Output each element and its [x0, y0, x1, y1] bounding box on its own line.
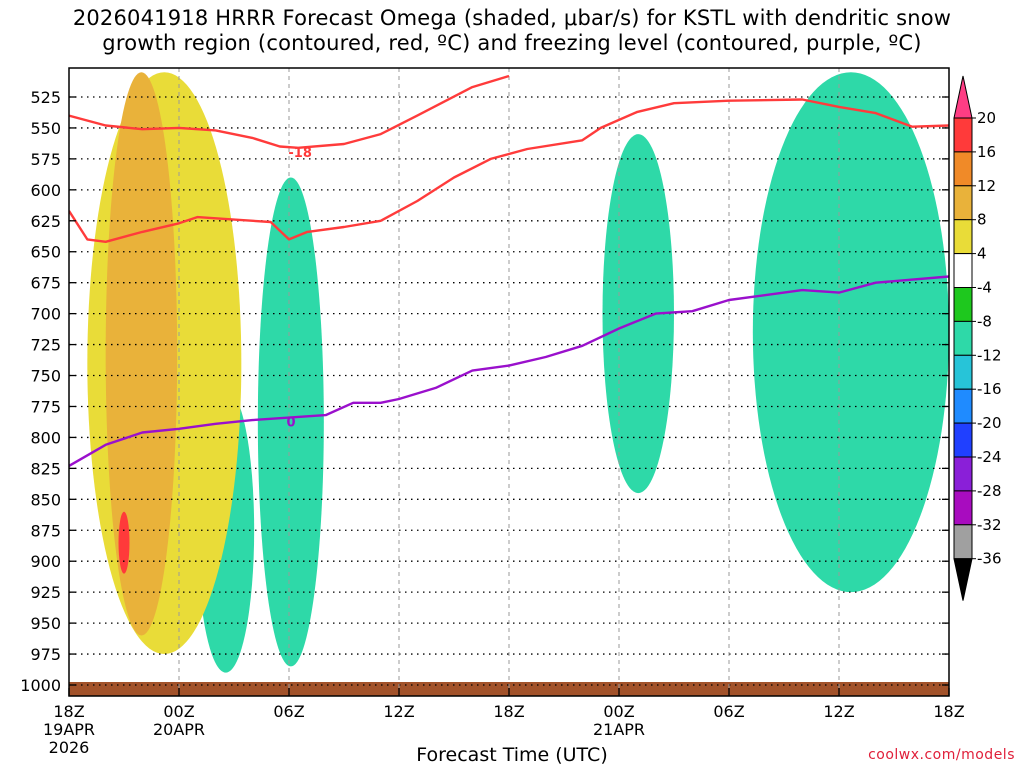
y-tick-label: 700 [30, 305, 61, 324]
y-tick-label: 575 [30, 150, 61, 169]
y-tick-label: 950 [30, 614, 61, 633]
grid-lines [69, 68, 949, 696]
colorbar-label: -32 [977, 516, 1002, 534]
colorbar-segment-4 [953, 253, 973, 289]
colorbar-top-arrow [953, 75, 973, 119]
colorbar-segment-5 [953, 287, 973, 322]
omega-region-ascent-06Z [257, 177, 324, 667]
colorbar-label: -24 [977, 448, 1002, 466]
omega-region-ascent-12Z-18Z [752, 72, 949, 593]
omega-region-ascent-21APR [602, 134, 674, 494]
contour-line-0 [69, 74, 510, 149]
colorbar-segment-6 [953, 320, 973, 356]
y-tick-label: 675 [30, 274, 61, 293]
x-tick-date: 21APR [593, 720, 645, 739]
y-tick-label: 600 [30, 181, 61, 200]
colorbar-segment-10 [953, 456, 973, 492]
colorbar-label: -20 [977, 414, 1002, 432]
x-tick-label: 12Z [383, 702, 414, 721]
colorbar-label: 4 [977, 245, 987, 263]
x-tick-label: 06Z [273, 702, 304, 721]
site-credit[interactable]: coolwx.com/models [868, 747, 1015, 763]
colorbar-segment-2 [953, 185, 973, 221]
colorbar-label: -16 [977, 380, 1002, 398]
contour-label-0: -18 [288, 146, 312, 161]
colorbar: 20 16 12 8 4 -4 -8 -12 -16 -20 -24 -28 -32 -36 [953, 75, 1002, 601]
colorbar-segment-8 [953, 388, 973, 424]
colorbar-label: 20 [977, 109, 996, 127]
x-tick-date: 20APR [153, 720, 205, 739]
x-tick-label: 00Z [603, 702, 634, 721]
colorbar-segment-7 [953, 354, 973, 390]
colorbar-segment-9 [953, 422, 973, 458]
colorbar-label: -28 [977, 482, 1002, 500]
y-tick-label: 775 [30, 397, 61, 416]
x-tick-label: 06Z [713, 702, 744, 721]
omega-shading [87, 72, 949, 673]
colorbar-segment-1 [953, 151, 973, 187]
x-axis-label: Forecast Time (UTC) [416, 744, 608, 766]
y-tick-label: 875 [30, 521, 61, 540]
colorbar-segment-11 [953, 490, 973, 526]
y-tick-label: 750 [30, 367, 61, 386]
x-tick-year: 2026 [49, 738, 90, 757]
contour-line-2 [69, 275, 949, 467]
colorbar-segment-12 [953, 524, 973, 560]
y-tick-label: 800 [30, 428, 61, 447]
colorbar-segment-0 [953, 117, 973, 153]
colorbar-label: 12 [977, 177, 996, 195]
colorbar-label: -4 [977, 279, 992, 297]
contour-lines [69, 74, 949, 467]
omega-region-descent-20APR [105, 72, 178, 636]
colorbar-label: 8 [977, 211, 987, 229]
contour-labels: -18 0 [286, 146, 311, 431]
chart-title: 2026041918 HRRR Forecast Omega (shaded, … [72, 6, 952, 55]
x-tick-date: 19APR [43, 720, 95, 739]
y-tick-label: 625 [30, 212, 61, 231]
y-axis: 525 550 575 600 625 650 675 700 725 750 775 800 825 8… [20, 88, 949, 695]
x-tick-label: 18Z [493, 702, 524, 721]
x-tick-label: 18Z [933, 702, 964, 721]
colorbar-label: -12 [977, 346, 1002, 364]
y-tick-label: 1000 [20, 676, 61, 695]
colorbar-label: -36 [977, 550, 1002, 568]
y-tick-label: 850 [30, 490, 61, 509]
x-tick-label: 18Z [53, 702, 84, 721]
y-tick-label: 550 [30, 119, 61, 138]
x-tick-label: 00Z [163, 702, 194, 721]
colorbar-segment-3 [953, 219, 973, 255]
colorbar-label: -8 [977, 312, 992, 330]
y-tick-label: 650 [30, 243, 61, 262]
omega-region-descent-core [118, 511, 130, 574]
x-tick-label: 12Z [823, 702, 854, 721]
contour-line-1 [69, 98, 949, 243]
y-tick-label: 975 [30, 645, 61, 664]
colorbar-bottom-arrow [953, 558, 973, 601]
y-tick-label: 925 [30, 583, 61, 602]
y-tick-label: 725 [30, 336, 61, 355]
contour-label-2: 0 [286, 416, 295, 431]
y-tick-label: 825 [30, 459, 61, 478]
y-tick-label: 900 [30, 552, 61, 571]
y-tick-label: 525 [30, 88, 61, 107]
colorbar-label: 16 [977, 143, 996, 161]
